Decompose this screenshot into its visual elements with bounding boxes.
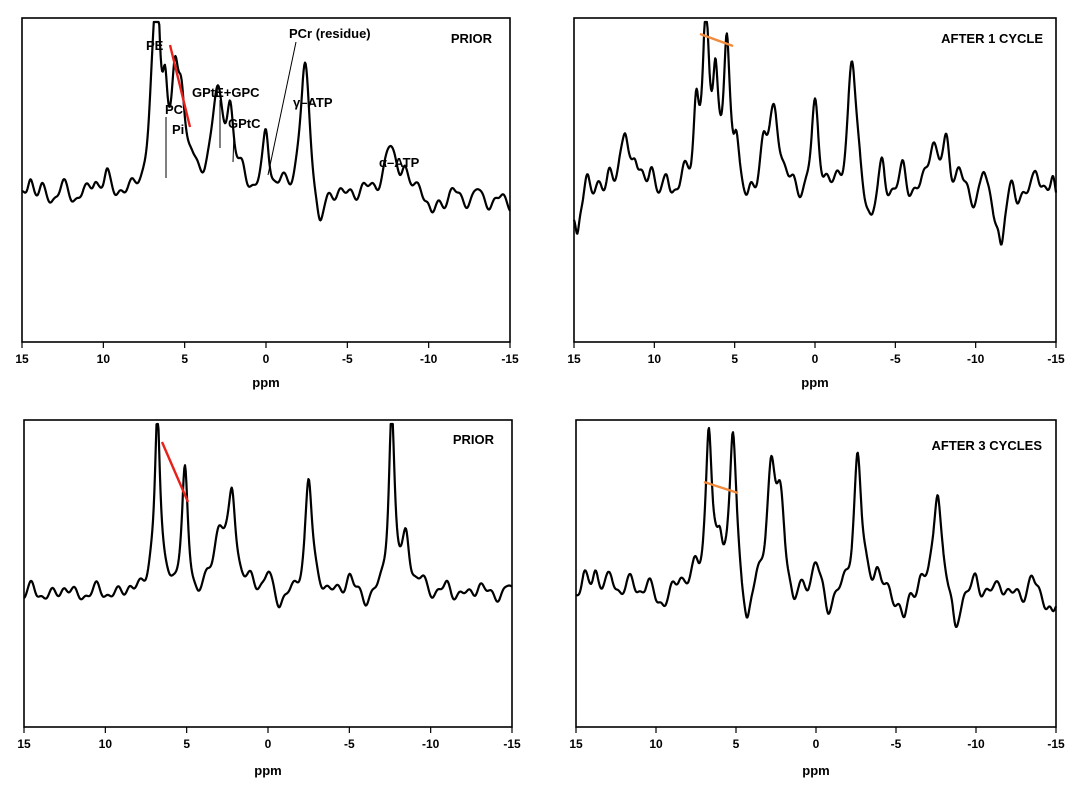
x-tick-label: 5 <box>181 352 188 366</box>
x-axis-ticks: 15 10 5 0 -5 -10 -15 <box>15 342 519 366</box>
plot-frame <box>575 419 1057 728</box>
annotation-pi: Pi <box>172 122 184 137</box>
x-axis-label: ppm <box>254 763 281 778</box>
panel-title: AFTER 1 CYCLE <box>941 31 1043 46</box>
x-axis-label: ppm <box>802 763 829 778</box>
x-tick-label: 10 <box>649 737 663 751</box>
annotation-gpte-gpc: GPtE+GPC <box>192 85 260 100</box>
slope-marker-line <box>168 44 192 128</box>
x-tick-label: -15 <box>1047 352 1065 366</box>
slope-marker-line <box>703 480 739 495</box>
pcr-leader <box>267 41 297 176</box>
x-axis-ticks: 15 10 5 0 -5 -10 -15 <box>567 342 1065 366</box>
spectrum-trace <box>23 422 513 609</box>
panel-title: PRIOR <box>453 432 495 447</box>
x-tick-label: 15 <box>15 352 29 366</box>
x-tick-label: -15 <box>501 352 519 366</box>
x-tick-label: 5 <box>731 352 738 366</box>
x-tick-label: 10 <box>99 737 113 751</box>
x-axis-ticks: 15 10 5 0 -5 -10 -15 <box>17 727 521 751</box>
x-tick-label: -5 <box>344 737 355 751</box>
x-tick-label: -5 <box>890 352 901 366</box>
panel-title: PRIOR <box>451 31 493 46</box>
spectrum-trace <box>572 20 1058 246</box>
x-tick-label: 0 <box>812 352 819 366</box>
x-tick-label: 15 <box>567 352 581 366</box>
x-tick-label: 0 <box>813 737 820 751</box>
gptc-leader <box>232 131 235 163</box>
panel-prior-bottom: PRIOR 15 10 5 0 -5 -10 -15 ppm <box>17 419 521 778</box>
slope-marker-line <box>699 32 734 48</box>
plot-frame <box>21 17 511 343</box>
x-tick-label: -15 <box>503 737 521 751</box>
x-tick-label: 0 <box>265 737 272 751</box>
annotation-pc: PC <box>165 102 184 117</box>
x-tick-label: 10 <box>97 352 111 366</box>
panel-after-3-cycles: AFTER 3 CYCLES 15 10 5 0 -5 -10 -15 ppm <box>569 419 1065 778</box>
x-tick-label: 0 <box>263 352 270 366</box>
annotation-pcr-residue: PCr (residue) <box>289 26 371 41</box>
x-axis-ticks: 15 10 5 0 -5 -10 -15 <box>569 727 1065 751</box>
x-axis-label: ppm <box>252 375 279 390</box>
x-tick-label: 15 <box>569 737 583 751</box>
x-axis-label: ppm <box>801 375 828 390</box>
panel-title: AFTER 3 CYCLES <box>931 438 1042 453</box>
x-tick-label: -10 <box>967 352 985 366</box>
x-tick-label: -5 <box>891 737 902 751</box>
panel-after-1-cycle: AFTER 1 CYCLE 15 10 5 0 -5 -10 -15 ppm <box>567 17 1065 390</box>
panel-prior-top: PRIOR 15 10 5 0 -5 -10 -15 ppm PE PC Pi GPtE+G… <box>15 17 519 390</box>
x-tick-label: -10 <box>422 737 440 751</box>
annotation-gptc: GPtC <box>228 116 261 131</box>
x-tick-label: 5 <box>733 737 740 751</box>
x-tick-label: 5 <box>183 737 190 751</box>
spectrum-trace <box>21 20 511 222</box>
annotation-pe: PE <box>146 38 164 53</box>
x-tick-label: 15 <box>17 737 31 751</box>
x-tick-label: -10 <box>420 352 438 366</box>
spectrum-trace <box>575 426 1058 628</box>
x-tick-label: -5 <box>342 352 353 366</box>
annotation-gamma-atp: γ–ATP <box>293 95 333 110</box>
slope-marker-line <box>160 441 190 503</box>
annotation-alpha-atp: α–ATP <box>379 155 420 170</box>
x-tick-label: 10 <box>648 352 662 366</box>
x-tick-label: -15 <box>1047 737 1065 751</box>
x-tick-label: -10 <box>967 737 985 751</box>
